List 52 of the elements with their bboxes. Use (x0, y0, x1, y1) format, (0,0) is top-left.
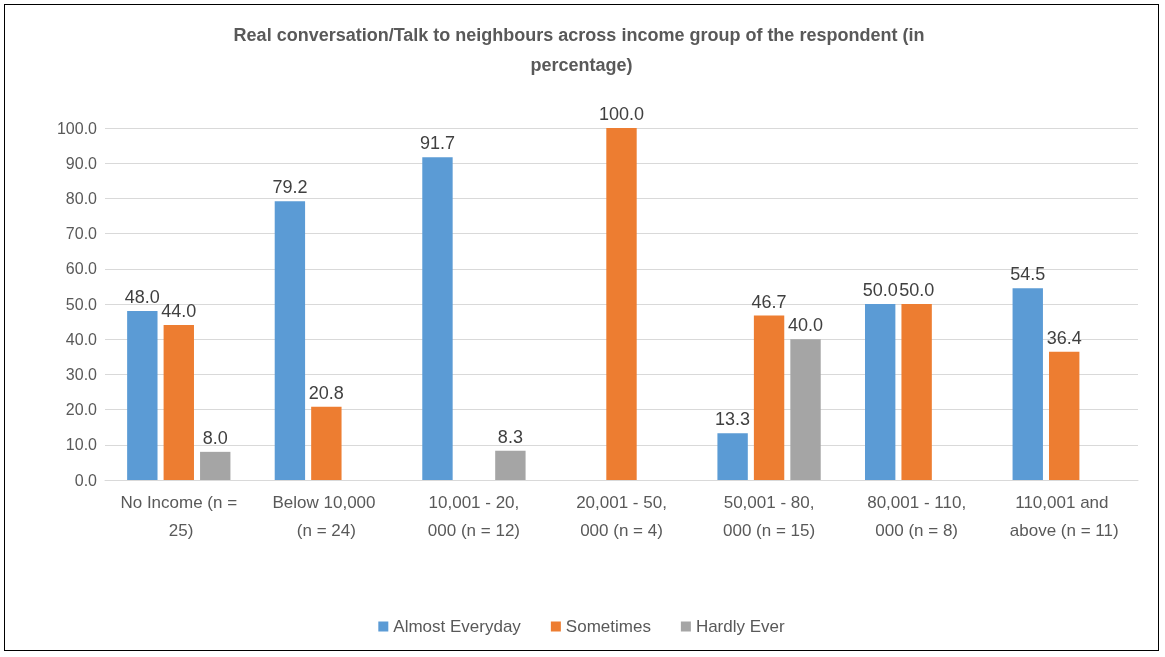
y-tick-label: 60.0 (65, 260, 98, 278)
data-label: 46.7 (751, 291, 787, 312)
x-tick-label: No Income (n = 25) (120, 492, 238, 540)
x-tick-label: 80,001 - 110,000 (n = 8) (867, 492, 967, 540)
data-label: 8.0 (202, 427, 228, 448)
y-tick-label: 80.0 (65, 189, 98, 207)
data-label: 13.3 (715, 409, 751, 430)
y-tick-label: 50.0 (65, 295, 98, 313)
bar (274, 201, 306, 480)
y-tick-label: 100.0 (56, 119, 98, 137)
bar (864, 304, 896, 480)
bar (422, 157, 453, 480)
data-label: 40.0 (788, 315, 824, 336)
y-tick-label: 30.0 (65, 365, 98, 383)
data-label: 50.0 (899, 280, 935, 300)
bar (495, 450, 526, 480)
bar (163, 325, 194, 480)
data-label: 50.0 (862, 280, 898, 300)
legend-label: Hardly Ever (695, 617, 786, 636)
data-label: 54.5 (1010, 264, 1046, 285)
data-label: 100.0 (598, 104, 645, 124)
bar (1049, 351, 1080, 480)
bar (901, 304, 932, 480)
x-tick-label: 110,001 and above (n = 11) (1009, 492, 1119, 540)
bar (606, 128, 637, 480)
data-label: 48.0 (124, 287, 160, 308)
x-tick-label: Below 10,000 (n = 24) (272, 492, 381, 540)
x-tick-label: 20,001 - 50,000 (n = 4) (576, 492, 667, 540)
bar (1012, 288, 1043, 480)
data-label: 91.7 (419, 133, 455, 154)
bar (311, 406, 342, 480)
x-tick-label: 50,001 - 80,000 (n = 15) (722, 492, 816, 540)
bar (753, 315, 785, 480)
bar (717, 433, 748, 480)
y-tick-label: 90.0 (65, 154, 98, 172)
bar (200, 451, 231, 480)
y-tick-label: 40.0 (65, 330, 98, 348)
legend-label: Sometimes (565, 617, 651, 636)
data-label: 8.3 (497, 426, 523, 447)
y-tick-label: 20.0 (65, 401, 98, 419)
bar (790, 339, 821, 480)
legend-label: Almost Everyday (393, 617, 522, 636)
y-tick-label: 0.0 (74, 471, 98, 489)
data-label: 44.0 (161, 301, 197, 322)
chart-title: Real conversation/Talk to neighbours across income group of the respondent (in percentage) (233, 25, 930, 75)
x-tick-label: 10,001 - 20,000 (n = 12) (427, 492, 521, 540)
data-label: 36.4 (1046, 327, 1082, 348)
data-label: 20.8 (308, 382, 344, 403)
y-tick-label: 70.0 (65, 225, 98, 243)
y-tick-label: 10.0 (65, 436, 98, 454)
bar (127, 311, 158, 480)
data-label: 79.2 (272, 177, 308, 198)
